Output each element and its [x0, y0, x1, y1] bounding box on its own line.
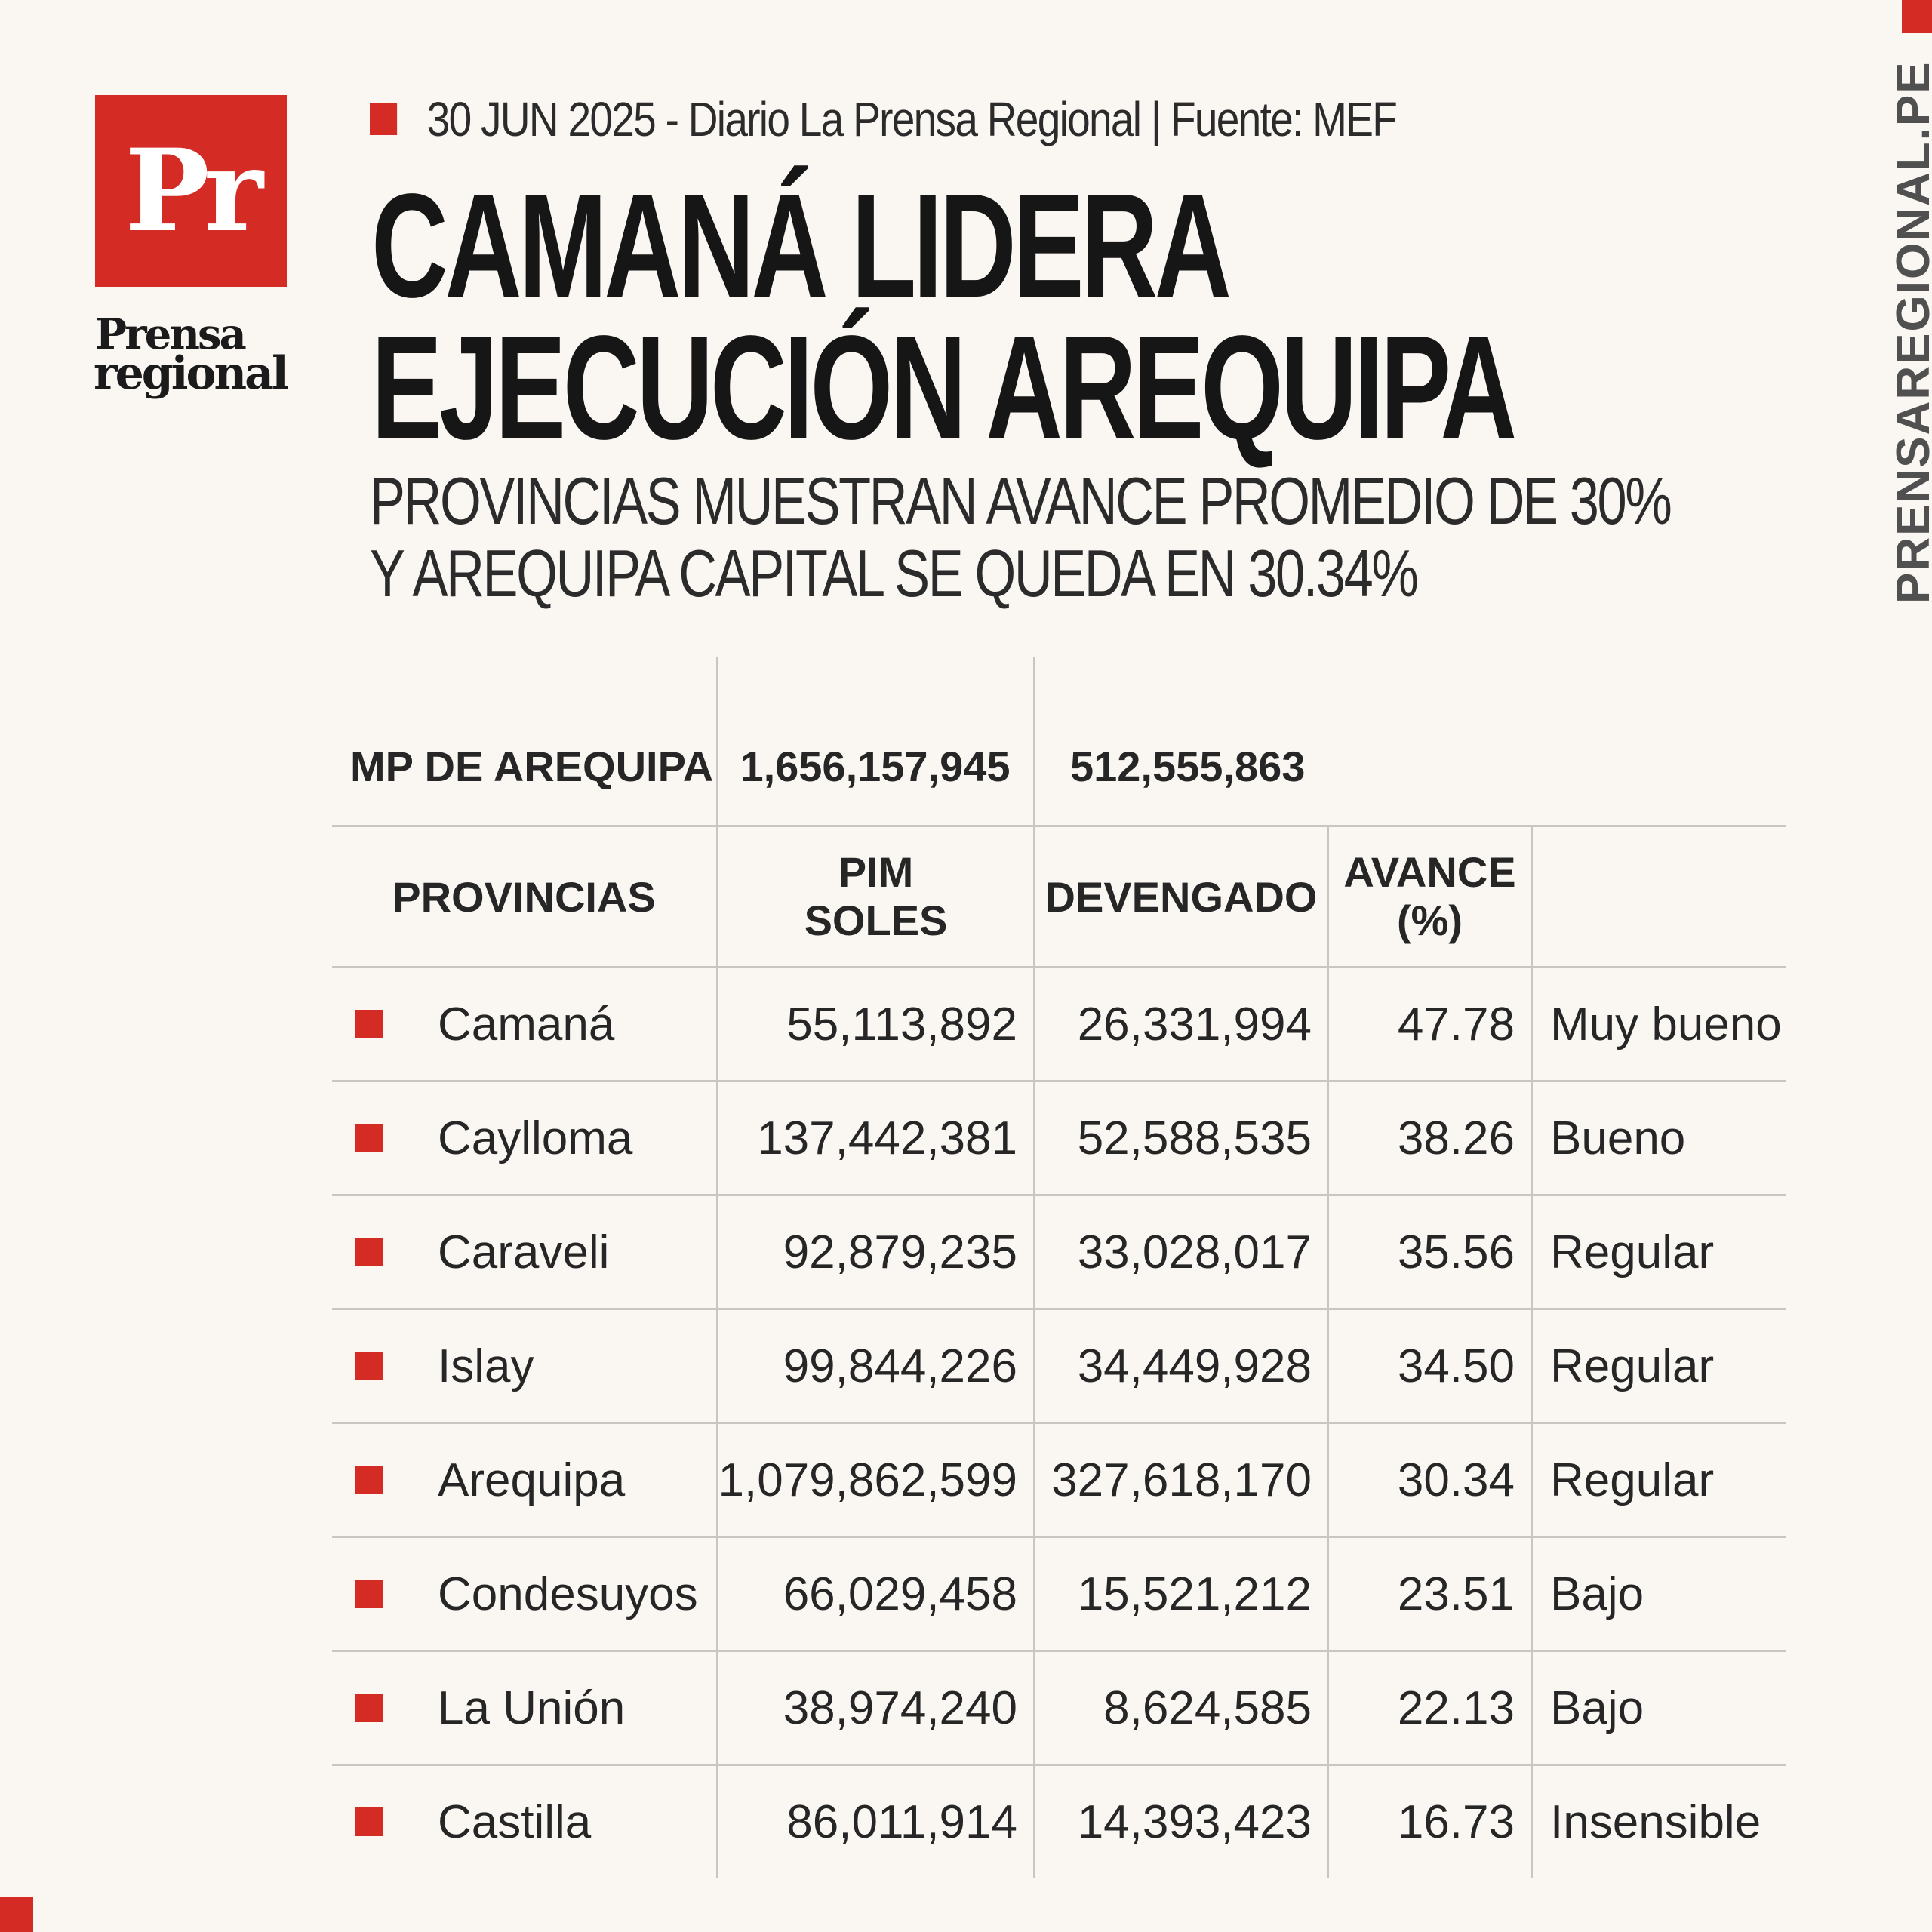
cell-devengado: 8,624,585: [1103, 1681, 1312, 1734]
row-divider: [332, 1536, 1786, 1538]
row-divider: [332, 825, 1786, 827]
cell-provincia: Caraveli: [438, 1226, 610, 1278]
subhead-line-1: PROVINCIAS MUESTRAN AVANCE PROMEDIO DE 3…: [370, 463, 1672, 538]
headline-line-1: CAMANÁ LIDERA: [371, 163, 1232, 328]
cell-avance: 38.26: [1397, 1112, 1515, 1164]
header-pim-line-1: PIM: [838, 848, 914, 896]
row-divider: [332, 1764, 1786, 1766]
row-marker-icon: [355, 1124, 383, 1152]
cell-devengado: 15,521,212: [1077, 1567, 1312, 1620]
headline-line-2: EJECUCIÓN AREQUIPA: [371, 305, 1517, 470]
cell-pim: 66,029,458: [783, 1567, 1017, 1620]
cell-calificacion: Regular: [1550, 1454, 1715, 1506]
logo-mark: Pr: [95, 95, 287, 287]
logo-word-prensa: Prensa: [95, 309, 247, 359]
cell-avance: 47.78: [1397, 998, 1515, 1051]
header-avance-line-1: AVANCE: [1343, 848, 1516, 896]
cell-provincia: Islay: [438, 1340, 534, 1392]
cell-avance: 22.13: [1397, 1681, 1515, 1734]
column-divider: [716, 657, 718, 1878]
cell-calificacion: Bajo: [1550, 1567, 1644, 1620]
column-divider: [1033, 657, 1035, 1878]
cell-provincia: Camaná: [438, 998, 615, 1051]
cell-pim: 55,113,892: [786, 998, 1017, 1051]
cell-avance: 30.34: [1397, 1454, 1515, 1506]
corner-accent-top: [1902, 0, 1932, 33]
logo-word-regional: regional: [94, 347, 289, 400]
cell-pim: 99,844,226: [783, 1340, 1017, 1392]
dateline-text: 30 JUN 2025 - Diario La Prensa Regional …: [426, 92, 1398, 146]
cell-calificacion: Regular: [1550, 1226, 1715, 1278]
cell-avance: 34.50: [1397, 1340, 1515, 1392]
cell-provincia: Castilla: [438, 1795, 592, 1848]
cell-devengado: 34,449,928: [1077, 1340, 1312, 1392]
cell-avance: 23.51: [1397, 1567, 1515, 1620]
row-marker-icon: [355, 1466, 383, 1494]
row-marker-icon: [355, 1694, 383, 1722]
cell-avance: 16.73: [1397, 1795, 1515, 1848]
summary-label: MP DE AREQUIPA: [350, 742, 714, 790]
summary-pim: 1,656,157,945: [740, 742, 1011, 790]
cell-devengado: 14,393,423: [1077, 1795, 1312, 1848]
cell-provincia: La Unión: [438, 1681, 626, 1734]
cell-calificacion: Bajo: [1550, 1681, 1644, 1734]
row-marker-icon: [355, 1807, 383, 1836]
dateline-marker-icon: [370, 103, 398, 135]
cell-pim: 92,879,235: [783, 1226, 1017, 1278]
cell-pim: 1,079,862,599: [718, 1454, 1018, 1506]
cell-avance: 35.56: [1397, 1226, 1515, 1278]
cell-devengado: 327,618,170: [1051, 1454, 1312, 1506]
subhead-line-2: Y AREQUIPA CAPITAL SE QUEDA EN 30.34%: [370, 536, 1419, 611]
column-divider: [1531, 826, 1533, 1878]
cell-provincia: Condesuyos: [438, 1567, 698, 1620]
row-divider: [332, 1650, 1786, 1652]
cell-pim: 86,011,914: [786, 1795, 1017, 1848]
cell-pim: 38,974,240: [783, 1681, 1017, 1734]
header-devengado: DEVENGADO: [1044, 872, 1318, 921]
row-marker-icon: [355, 1352, 383, 1380]
cell-calificacion: Insensible: [1550, 1795, 1761, 1848]
cell-provincia: Arequipa: [438, 1454, 626, 1506]
row-divider: [332, 1194, 1786, 1196]
row-marker-icon: [355, 1580, 383, 1608]
cell-provincia: Caylloma: [438, 1112, 633, 1164]
header-avance: AVANCE (%): [1329, 827, 1531, 966]
row-divider: [332, 966, 1786, 968]
row-marker-icon: [355, 1238, 383, 1266]
logo-wordmark: Prensa regional: [94, 309, 291, 400]
row-marker-icon: [355, 1010, 383, 1038]
corner-accent-bottom: [0, 1897, 33, 1932]
cell-calificacion: Bueno: [1550, 1112, 1686, 1164]
column-divider: [1327, 826, 1329, 1878]
header-provincias: PROVINCIAS: [392, 872, 656, 921]
row-divider: [332, 1422, 1786, 1424]
cell-pim: 137,442,381: [757, 1112, 1017, 1164]
cell-devengado: 26,331,994: [1077, 998, 1312, 1051]
cell-devengado: 52,588,535: [1077, 1112, 1312, 1164]
budget-table: MP DE AREQUIPA 1,656,157,945 512,555,863…: [332, 657, 1786, 1879]
cell-devengado: 33,028,017: [1077, 1226, 1312, 1278]
subheadline: PROVINCIAS MUESTRAN AVANCE PROMEDIO DE 3…: [370, 463, 1672, 611]
cell-calificacion: Muy bueno: [1550, 998, 1782, 1051]
header-pim-line-2: SOLES: [804, 897, 948, 944]
row-divider: [332, 1080, 1786, 1082]
cell-calificacion: Regular: [1550, 1340, 1715, 1392]
summary-devengado: 512,555,863: [1070, 742, 1306, 790]
header-avance-line-2: (%): [1396, 897, 1463, 944]
header-pim: PIM SOLES: [718, 827, 1033, 966]
dateline: 30 JUN 2025 - Diario La Prensa Regional …: [370, 89, 1398, 149]
side-url: PRENSAREGIONAL.PE: [1887, 60, 1932, 604]
headline: CAMANÁ LIDERA EJECUCIÓN AREQUIPA: [371, 163, 1517, 470]
row-divider: [332, 1308, 1786, 1310]
